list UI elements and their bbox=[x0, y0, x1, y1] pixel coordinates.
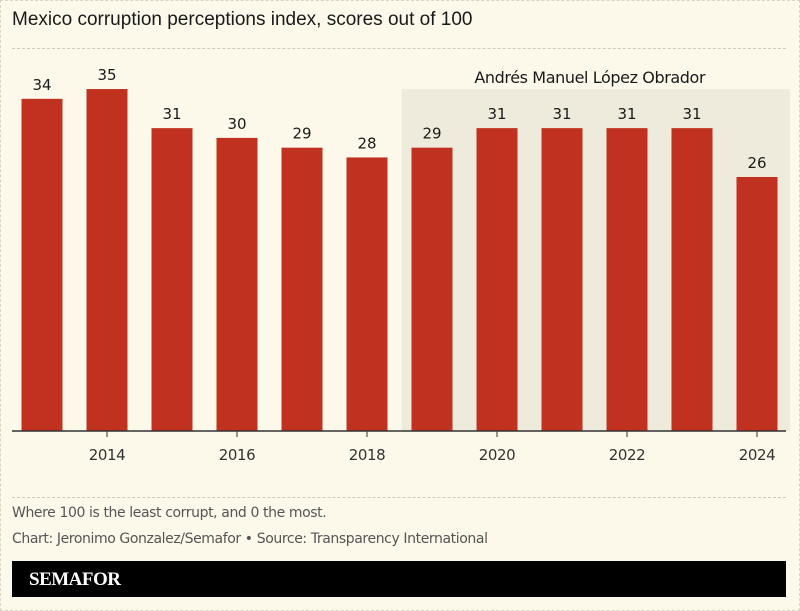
bar-chart: Andrés Manuel López Obrador 34 35 31 30 29 28 2… bbox=[12, 66, 790, 464]
x-tick-label: 2014 bbox=[89, 446, 126, 464]
bar-2023 bbox=[671, 128, 713, 431]
x-tick-label: 2022 bbox=[609, 446, 646, 464]
bar-2016 bbox=[216, 137, 258, 431]
bar-2021 bbox=[541, 128, 583, 431]
bar-2015 bbox=[151, 128, 193, 431]
bar-2017 bbox=[281, 147, 323, 432]
bar-2022 bbox=[606, 128, 648, 431]
semafor-logo: SEMAFOR bbox=[29, 569, 121, 590]
data-label-2024: 26 bbox=[747, 154, 766, 172]
annotation-shade bbox=[401, 89, 790, 432]
data-label-2019: 29 bbox=[422, 125, 441, 143]
divider bbox=[12, 48, 786, 49]
data-label-2017: 29 bbox=[292, 125, 311, 143]
data-label-2023: 31 bbox=[682, 105, 701, 123]
chart-title: Mexico corruption perceptions index, sco… bbox=[12, 9, 473, 30]
data-label-2020: 31 bbox=[487, 105, 506, 123]
x-tick-label: 2018 bbox=[349, 446, 386, 464]
bar-2019 bbox=[411, 147, 453, 432]
bar-2013 bbox=[21, 98, 63, 431]
data-label-2015: 31 bbox=[162, 105, 181, 123]
data-label-2013: 34 bbox=[32, 76, 51, 94]
x-tick-label: 2016 bbox=[219, 446, 256, 464]
data-label-2014: 35 bbox=[97, 66, 116, 84]
data-label-2016: 30 bbox=[227, 115, 246, 133]
annotation-label: Andrés Manuel López Obrador bbox=[474, 68, 706, 87]
data-label-2022: 31 bbox=[617, 105, 636, 123]
bar-2014 bbox=[86, 89, 128, 432]
x-tick-label: 2024 bbox=[739, 446, 776, 464]
footer-bar: SEMAFOR bbox=[12, 561, 786, 597]
bar-2024 bbox=[736, 176, 778, 431]
bar-2020 bbox=[476, 128, 518, 431]
divider bbox=[12, 497, 786, 498]
bar-2018 bbox=[346, 157, 388, 431]
x-tick-label: 2020 bbox=[479, 446, 516, 464]
data-label-2018: 28 bbox=[357, 134, 376, 152]
data-label-2021: 31 bbox=[552, 105, 571, 123]
chart-credit: Chart: Jeronimo Gonzalez/Semafor • Sourc… bbox=[12, 531, 488, 547]
chart-note: Where 100 is the least corrupt, and 0 th… bbox=[12, 505, 327, 521]
